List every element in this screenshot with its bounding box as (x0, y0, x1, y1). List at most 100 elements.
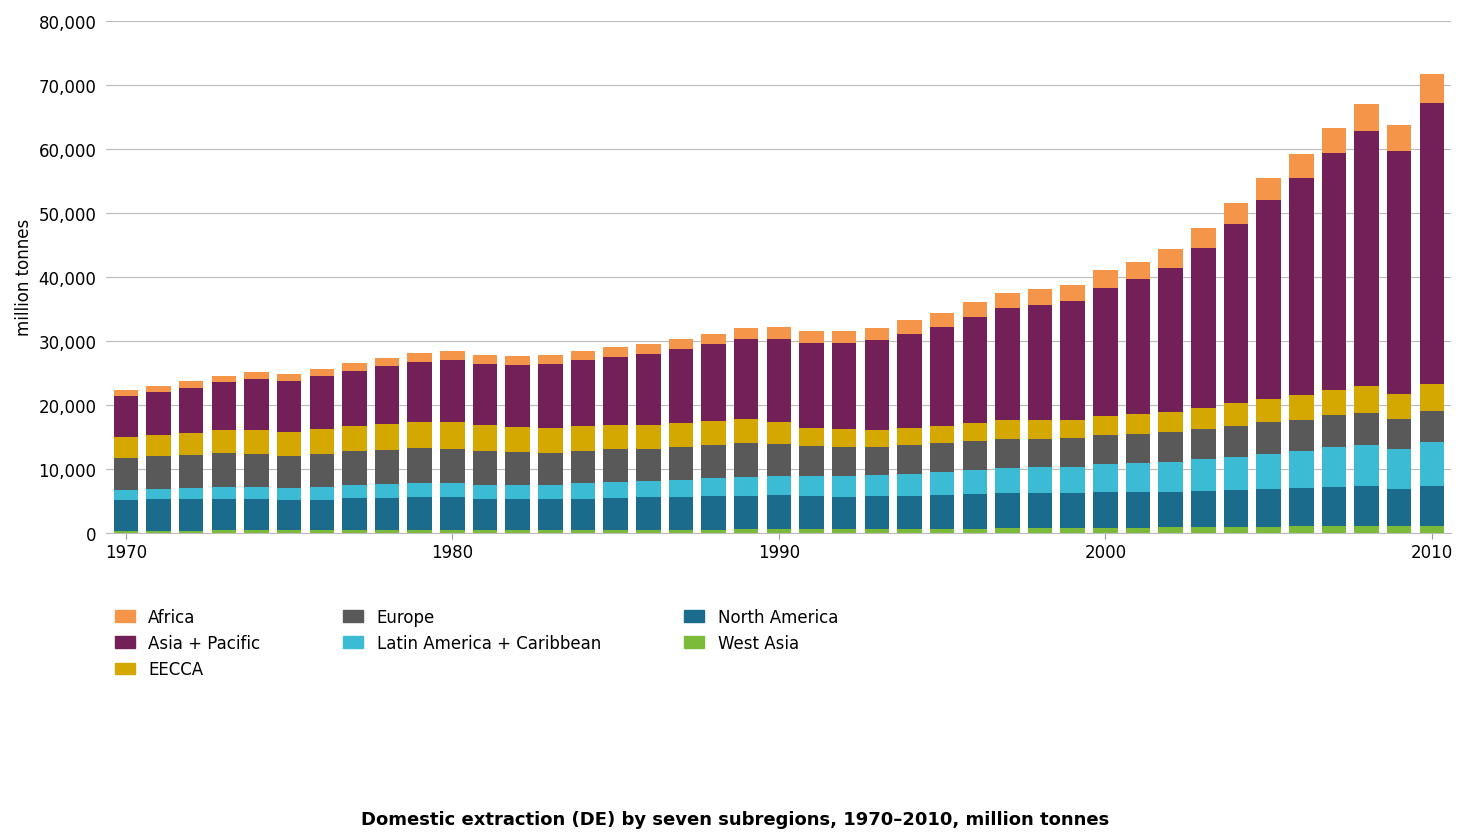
Bar (1192, 491, 1215, 528)
Bar (113, 501, 138, 531)
Bar (571, 426, 596, 451)
Bar (1061, 286, 1086, 302)
Bar (1192, 228, 1215, 248)
Bar (1093, 271, 1118, 288)
Bar (996, 493, 1019, 528)
Bar (1159, 250, 1183, 268)
Bar (113, 458, 138, 490)
Bar (440, 449, 465, 484)
Bar (962, 471, 987, 494)
Bar (1355, 413, 1378, 445)
Bar (440, 484, 465, 497)
Bar (833, 344, 856, 430)
Bar (1289, 527, 1314, 533)
Bar (766, 328, 791, 339)
Bar (1289, 488, 1314, 527)
Bar (1420, 526, 1445, 533)
Bar (702, 479, 725, 497)
Bar (1192, 528, 1215, 533)
Bar (962, 441, 987, 471)
Bar (506, 453, 530, 486)
Bar (1061, 467, 1086, 494)
Bar (1355, 526, 1378, 533)
Bar (702, 334, 725, 345)
Bar (309, 454, 334, 487)
Bar (244, 380, 269, 431)
Bar (375, 531, 399, 533)
Bar (1028, 468, 1052, 493)
Bar (440, 422, 465, 449)
Bar (146, 436, 171, 457)
Bar (1387, 420, 1412, 449)
Bar (865, 447, 888, 476)
Bar (1061, 494, 1086, 528)
Bar (1355, 487, 1378, 526)
Bar (179, 456, 203, 488)
Bar (179, 531, 203, 533)
Bar (930, 472, 955, 495)
Bar (146, 489, 171, 500)
Bar (930, 314, 955, 327)
Bar (440, 360, 465, 422)
Bar (343, 531, 366, 533)
Bar (1224, 490, 1249, 528)
Bar (506, 486, 530, 500)
Bar (309, 377, 334, 429)
Bar (506, 427, 530, 453)
Bar (1125, 263, 1150, 280)
Bar (472, 499, 497, 530)
Bar (799, 428, 824, 446)
Bar (865, 529, 888, 533)
Bar (930, 529, 955, 533)
Bar (309, 487, 334, 500)
Bar (343, 486, 366, 498)
Bar (833, 447, 856, 477)
Bar (1224, 225, 1249, 403)
Bar (1093, 528, 1118, 533)
Bar (472, 485, 497, 499)
Bar (1256, 454, 1281, 489)
Bar (309, 531, 334, 533)
Bar (1093, 436, 1118, 465)
Bar (1289, 451, 1314, 488)
Bar (1224, 457, 1249, 490)
Bar (277, 501, 302, 531)
Bar (1224, 426, 1249, 457)
Bar (538, 453, 562, 485)
Bar (244, 531, 269, 533)
Bar (1061, 439, 1086, 467)
Bar (1028, 439, 1052, 468)
Bar (1256, 400, 1281, 423)
Bar (930, 495, 955, 529)
Bar (635, 530, 660, 533)
Bar (1028, 306, 1052, 421)
Bar (1387, 449, 1412, 490)
Bar (734, 496, 759, 530)
Bar (702, 446, 725, 479)
Bar (146, 500, 171, 531)
Bar (734, 444, 759, 477)
Bar (212, 376, 235, 383)
Bar (766, 339, 791, 422)
Bar (635, 449, 660, 482)
Bar (1093, 288, 1118, 416)
Bar (407, 483, 432, 497)
Bar (635, 497, 660, 530)
Bar (407, 448, 432, 483)
Bar (1159, 462, 1183, 492)
Bar (1159, 268, 1183, 412)
Bar (146, 386, 171, 392)
Bar (113, 438, 138, 458)
Bar (1321, 487, 1346, 527)
Bar (1256, 423, 1281, 454)
Bar (538, 428, 562, 453)
Bar (375, 450, 399, 485)
Bar (538, 485, 562, 500)
Bar (702, 345, 725, 421)
Bar (897, 429, 922, 446)
Bar (212, 487, 235, 499)
Bar (766, 445, 791, 477)
Bar (472, 451, 497, 485)
Bar (635, 344, 660, 354)
Bar (897, 446, 922, 474)
